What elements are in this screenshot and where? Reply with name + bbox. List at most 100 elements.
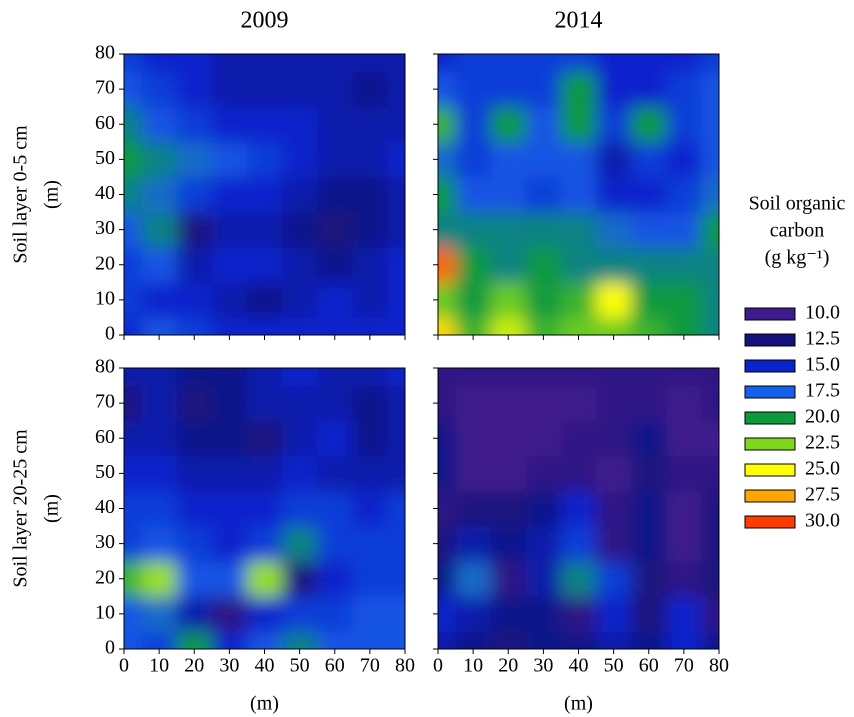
legend-swatch	[744, 359, 796, 373]
cell	[387, 385, 405, 422]
cell	[455, 385, 492, 422]
x-tick-label: 80	[395, 655, 415, 677]
cell	[211, 561, 248, 597]
cell	[666, 247, 702, 283]
cell	[701, 561, 719, 597]
cell	[455, 247, 492, 283]
cell	[211, 141, 248, 178]
heatmap-cells	[438, 54, 719, 335]
cell	[438, 631, 457, 649]
legend-title: carbon	[770, 220, 824, 242]
cell	[282, 317, 318, 335]
cell	[124, 212, 143, 248]
cell	[701, 420, 719, 457]
cell	[666, 368, 702, 387]
cell	[560, 490, 597, 527]
cell	[490, 212, 527, 248]
cell	[282, 106, 318, 143]
cell	[631, 455, 667, 492]
cell	[317, 54, 353, 73]
cell	[631, 317, 667, 335]
cell	[525, 420, 562, 457]
cell	[560, 526, 597, 562]
cell	[701, 385, 719, 422]
y-tick-label: 70	[95, 77, 115, 99]
cell	[560, 385, 597, 422]
cell	[282, 247, 318, 283]
cell	[525, 212, 562, 248]
cell	[141, 247, 178, 283]
cell	[282, 420, 318, 457]
cell	[438, 176, 457, 213]
cell	[317, 561, 353, 597]
cell	[438, 490, 457, 527]
cell	[596, 247, 632, 283]
y-tick-label: 80	[95, 42, 115, 64]
cell	[141, 282, 178, 318]
cell	[141, 420, 178, 457]
x-tick-label: 50	[604, 655, 624, 677]
cell	[176, 526, 213, 562]
x-tick-label: 0	[433, 655, 443, 677]
cell	[211, 54, 248, 73]
cell	[525, 631, 562, 649]
cell	[596, 385, 632, 422]
cell	[438, 106, 457, 143]
cell	[490, 631, 527, 649]
cell	[282, 526, 318, 562]
cell	[701, 106, 719, 143]
cell	[141, 176, 178, 213]
y-tick-label: 20	[95, 566, 115, 588]
cell	[211, 282, 248, 318]
cell	[666, 455, 702, 492]
cell	[317, 490, 353, 527]
cell	[317, 247, 353, 283]
cell	[525, 561, 562, 597]
cell	[387, 71, 405, 108]
cell	[455, 596, 492, 632]
cell	[352, 420, 388, 457]
cell	[560, 596, 597, 632]
cell	[560, 247, 597, 283]
cell	[246, 455, 283, 492]
cell	[438, 561, 457, 597]
cell	[211, 631, 248, 649]
cell	[211, 212, 248, 248]
cell	[455, 368, 492, 387]
cell	[438, 317, 457, 335]
cell	[631, 54, 667, 73]
cell	[666, 420, 702, 457]
cell	[490, 141, 527, 178]
y-tick-label: 70	[95, 391, 115, 413]
cell	[246, 176, 283, 213]
cell	[176, 368, 213, 387]
cell	[490, 561, 527, 597]
cell	[211, 596, 248, 632]
cell	[666, 596, 702, 632]
cell	[701, 368, 719, 387]
legend-label: 12.5	[805, 328, 840, 350]
cell	[352, 282, 388, 318]
y-tick-label: 40	[95, 496, 115, 518]
cell	[701, 282, 719, 318]
column-title: 2009	[241, 8, 289, 34]
cell	[701, 631, 719, 649]
cell	[560, 420, 597, 457]
cell	[666, 490, 702, 527]
x-axis-label: (m)	[564, 693, 593, 715]
cell	[490, 54, 527, 73]
cell	[490, 490, 527, 527]
cell	[438, 54, 457, 73]
cell	[631, 141, 667, 178]
cell	[246, 282, 283, 318]
y-tick-label: 0	[105, 323, 115, 345]
cell	[666, 282, 702, 318]
cell	[176, 596, 213, 632]
cell	[666, 385, 702, 422]
cell	[246, 490, 283, 527]
cell	[317, 71, 353, 108]
cell	[455, 317, 492, 335]
cell	[124, 596, 143, 632]
legend-title: (g kg⁻¹)	[765, 247, 830, 269]
cell	[701, 71, 719, 108]
